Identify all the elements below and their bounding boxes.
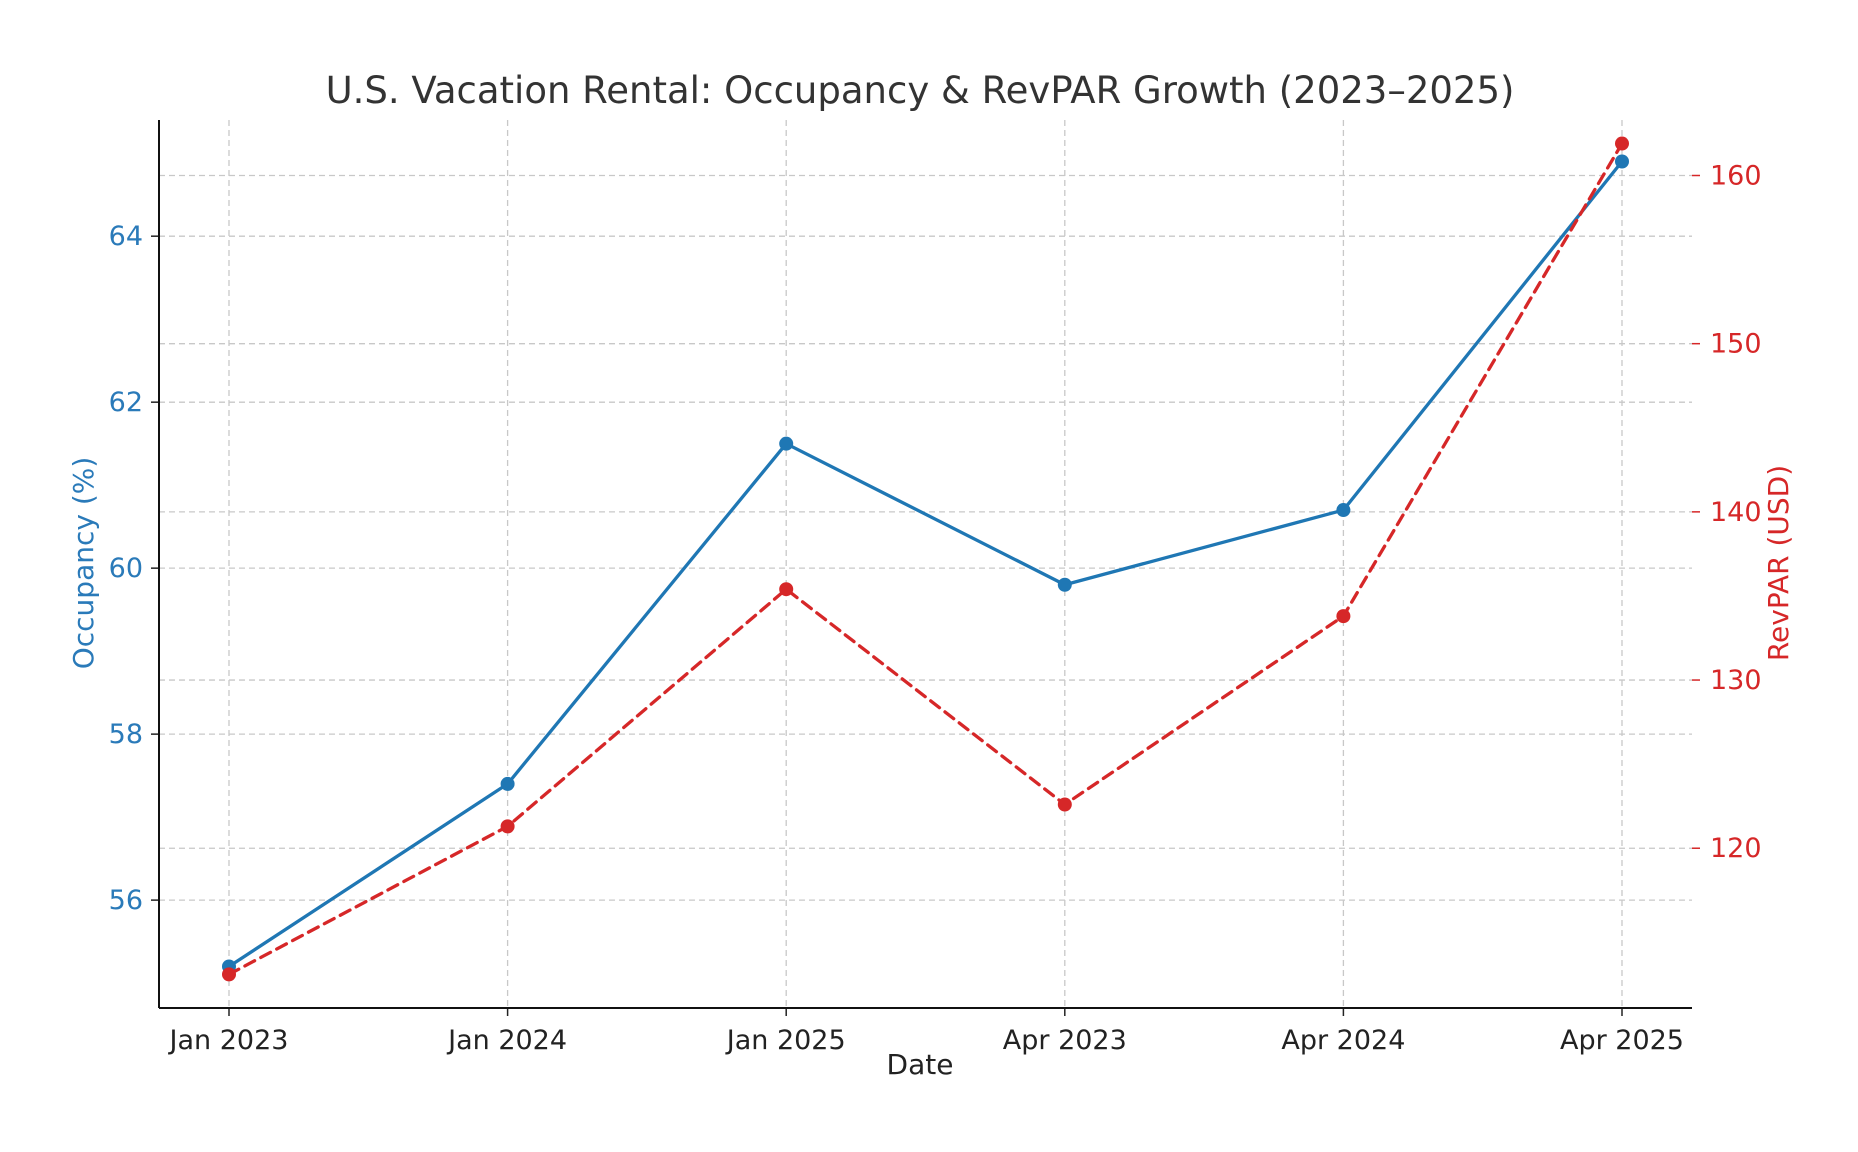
y-left-tick-label: 62 xyxy=(109,387,143,418)
chart-title: U.S. Vacation Rental: Occupancy & RevPAR… xyxy=(326,69,1515,112)
series-line xyxy=(227,159,1624,969)
y-axis-left-label: Occupancy (%) xyxy=(67,457,100,670)
y-left-tick-label: 64 xyxy=(109,221,143,252)
x-tick-label: Apr 2025 xyxy=(1560,1025,1684,1056)
x-axis-label: Date xyxy=(887,1048,954,1081)
x-tick-label: Jan 2024 xyxy=(446,1025,567,1056)
tick-labels: Jan 2023 Jan 2024 Jan 2025 Apr 2023 Apr 2024… xyxy=(109,161,1762,1057)
y-left-tick-label: 58 xyxy=(109,719,143,750)
y-left-tick-label: 60 xyxy=(109,553,143,584)
data-point xyxy=(1057,577,1072,592)
data-point xyxy=(1615,136,1629,151)
x-tick-label: Jan 2025 xyxy=(725,1025,846,1056)
data-point xyxy=(1336,609,1351,624)
data-point xyxy=(1336,503,1351,518)
series-occupancy xyxy=(222,154,1629,974)
data-point xyxy=(779,582,794,597)
data-point xyxy=(222,967,236,982)
y-right-tick-label: 160 xyxy=(1710,161,1762,192)
data-point xyxy=(500,819,515,834)
data-point xyxy=(500,776,515,791)
data-point xyxy=(1057,797,1072,812)
x-tick-label: Apr 2024 xyxy=(1281,1025,1405,1056)
series-layer xyxy=(222,136,1629,982)
y-left-tick-label: 56 xyxy=(109,885,143,916)
grid xyxy=(159,120,1692,1008)
data-point xyxy=(1615,154,1629,169)
y-right-tick-label: 120 xyxy=(1710,833,1762,864)
y-axis-right-label: RevPAR (USD) xyxy=(1762,465,1795,661)
series-line xyxy=(227,141,1624,977)
y-right-tick-label: 140 xyxy=(1710,497,1762,528)
data-point xyxy=(779,436,794,451)
axes xyxy=(151,120,1700,1016)
y-right-tick-label: 150 xyxy=(1710,329,1762,360)
y-right-tick-label: 130 xyxy=(1710,665,1762,696)
series-revpar xyxy=(222,136,1629,982)
x-tick-label: Apr 2023 xyxy=(1003,1025,1127,1056)
x-tick-label: Jan 2023 xyxy=(168,1025,289,1056)
